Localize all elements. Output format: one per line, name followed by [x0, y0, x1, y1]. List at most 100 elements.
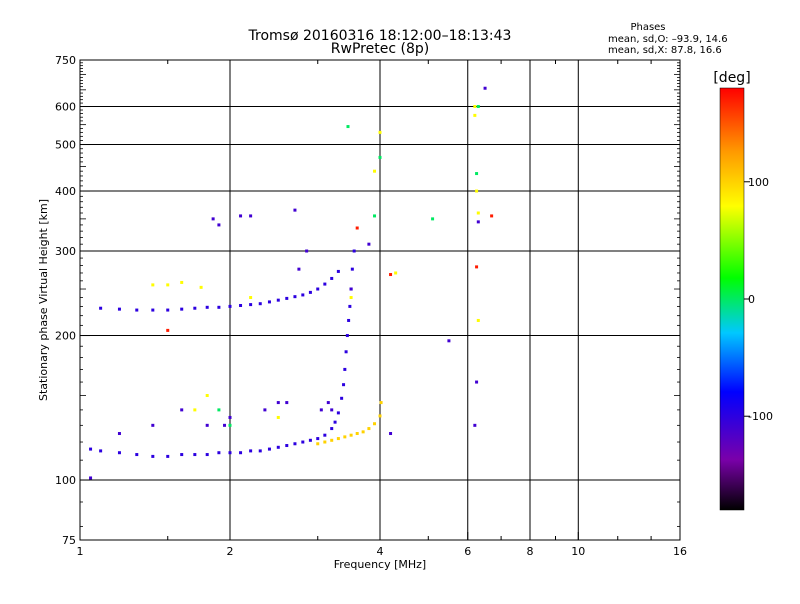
data-point: [267, 447, 271, 451]
data-point: [301, 440, 305, 444]
x-tick-label: 8: [527, 545, 534, 558]
data-point: [431, 217, 435, 221]
phase-o-stats: mean, sd,O: –93.9, 14.6: [608, 34, 728, 45]
data-point: [316, 442, 320, 446]
data-point: [211, 217, 215, 221]
phase-x-stats: mean, sd,X: 87.8, 16.6: [608, 45, 722, 56]
data-point: [180, 453, 184, 457]
data-point: [343, 367, 347, 371]
series-group: [166, 214, 494, 332]
x-tick-label: 16: [673, 545, 687, 558]
data-point: [473, 105, 477, 109]
data-point: [316, 287, 320, 291]
y-tick-label: 600: [55, 101, 76, 114]
y-tick-label: 300: [55, 245, 76, 258]
data-point: [475, 172, 479, 176]
colorbar: [719, 87, 745, 511]
data-point: [151, 423, 155, 427]
axis-ticks: 1 2 4 6 8 10 16 75 100 200 300 400 500 600 750: [55, 54, 687, 558]
data-point: [249, 449, 253, 453]
data-point: [217, 451, 221, 455]
phase-header: Phases: [630, 22, 665, 33]
data-point: [151, 454, 155, 458]
colorbar-ticks: 100 0 -100: [744, 176, 773, 423]
data-point: [205, 453, 209, 457]
data-point: [89, 476, 93, 480]
data-point: [336, 269, 340, 273]
data-point: [378, 130, 382, 134]
data-point: [166, 454, 170, 458]
data-point: [151, 308, 155, 312]
data-point: [89, 447, 93, 451]
data-point: [330, 276, 334, 280]
data-point: [285, 401, 289, 405]
data-point: [378, 155, 382, 159]
y-tick-label: 750: [55, 54, 76, 67]
data-point: [239, 214, 243, 218]
colorbar-tick-label: 100: [748, 176, 769, 189]
data-point: [336, 437, 340, 441]
data-point: [352, 249, 356, 253]
y-tick-label: 75: [62, 534, 76, 547]
data-point: [323, 433, 327, 437]
data-point: [293, 442, 297, 446]
series-group: [151, 105, 480, 419]
data-point: [293, 208, 297, 212]
colorbar-tick-label: -100: [748, 410, 773, 423]
data-point: [276, 445, 280, 449]
chart-title: Tromsø 20160316 18:12:00–18:13:43: [248, 28, 512, 44]
data-point: [367, 427, 371, 431]
data-point: [228, 304, 232, 308]
data-point: [193, 453, 197, 457]
data-point: [205, 305, 209, 309]
data-point: [347, 318, 351, 322]
data-point: [117, 307, 121, 311]
data-point: [166, 328, 170, 332]
data-point: [205, 394, 209, 398]
data-point: [239, 303, 243, 307]
data-point: [475, 265, 479, 269]
data-point: [228, 423, 232, 427]
data-point: [308, 290, 312, 294]
data-point: [340, 396, 344, 400]
data-point: [330, 427, 334, 431]
data-point: [323, 282, 327, 286]
data-point: [99, 449, 103, 453]
data-point: [199, 285, 203, 289]
chart-subtitle: RwPretec (8p): [331, 41, 429, 57]
colorbar-label: [deg]: [713, 70, 750, 86]
data-point: [180, 307, 184, 311]
data-point: [373, 169, 377, 173]
data-point: [350, 267, 354, 271]
series-group: [217, 105, 480, 427]
data-point: [293, 295, 297, 299]
data-point: [180, 408, 184, 412]
data-point: [473, 423, 477, 427]
data-point: [223, 423, 227, 427]
data-point: [276, 415, 280, 419]
data-point: [483, 86, 487, 90]
data-point: [228, 415, 232, 419]
x-tick-label: 1: [77, 545, 84, 558]
data-point: [348, 304, 352, 308]
data-point: [135, 308, 139, 312]
data-point: [267, 300, 271, 304]
data-point: [285, 296, 289, 300]
x-axis-label: Frequency [MHz]: [334, 558, 426, 571]
data-point: [476, 220, 480, 224]
x-tick-label: 2: [227, 545, 234, 558]
data-point: [316, 437, 320, 441]
data-point: [217, 223, 221, 227]
data-point: [343, 435, 347, 439]
data-point: [394, 271, 398, 275]
series-group: [89, 86, 487, 480]
data-point: [117, 432, 121, 436]
data-point: [217, 305, 221, 309]
data-point: [166, 283, 170, 287]
data-point: [193, 408, 197, 412]
data-point: [217, 408, 221, 412]
data-point: [349, 433, 353, 437]
data-point: [378, 414, 382, 418]
data-point: [379, 401, 383, 405]
